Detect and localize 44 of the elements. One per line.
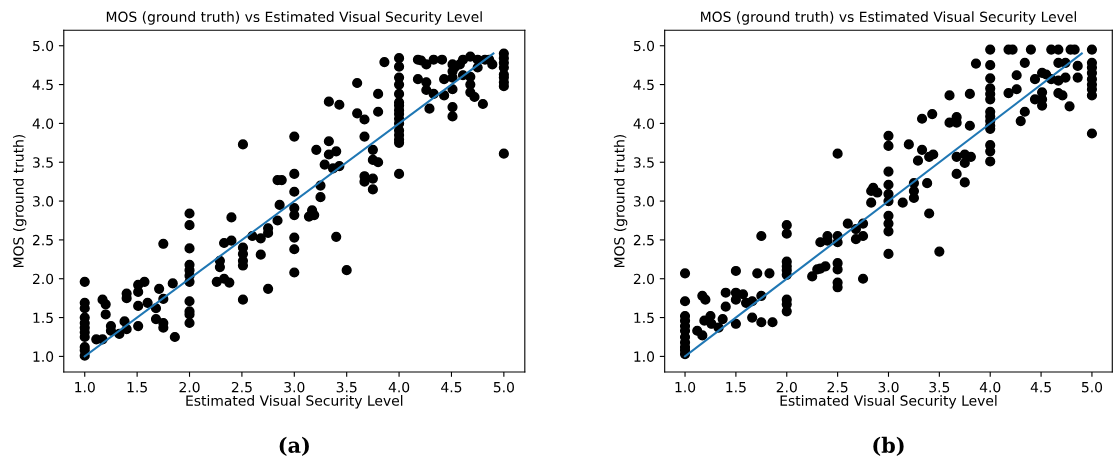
y-tick-label: 1.5 xyxy=(634,312,654,324)
x-tick-label: 4.5 xyxy=(441,382,462,393)
y-tick-label: 4.0 xyxy=(633,118,655,129)
x-tick-label: 4.5 xyxy=(1030,382,1051,393)
chart-title: MOS (ground truth) vs Estimated Visual Security Level xyxy=(106,11,482,25)
text: (a) xyxy=(279,436,309,456)
y-tick-label: 5.0 xyxy=(33,40,54,52)
x-tick-label: 5.0 xyxy=(1081,381,1103,393)
y-tick-label: 2.0 xyxy=(633,273,655,285)
y-tick-label: 2.0 xyxy=(32,273,54,285)
x-tick-label: 3.0 xyxy=(878,381,899,393)
x-tick-label: 4.0 xyxy=(388,381,410,393)
y-tick-label: 3.0 xyxy=(633,196,655,207)
y-axis-title: MOS (ground truth) xyxy=(613,134,628,268)
y-tick-label: 2.5 xyxy=(633,234,654,246)
y-tick-label: 4.5 xyxy=(32,79,53,91)
y-tick-label: 2.5 xyxy=(32,234,53,246)
x-tick-label: 2.0 xyxy=(179,381,200,393)
y-tick-label: 4.5 xyxy=(633,79,654,91)
y-tick-label: 1.0 xyxy=(33,351,54,362)
y-tick-label: 4.0 xyxy=(32,118,54,129)
x-tick-label: 2.5 xyxy=(231,381,252,393)
x-tick-label: 3.0 xyxy=(284,381,305,393)
y-axis-title: MOS (ground truth) xyxy=(12,134,27,268)
x-tick-label: 1.5 xyxy=(127,382,147,393)
x-tick-label: 3.5 xyxy=(929,381,950,393)
y-tick-label: 3.5 xyxy=(33,157,53,168)
y-tick-label: 1.0 xyxy=(634,351,655,362)
y-tick-label: 1.5 xyxy=(33,312,53,324)
x-tick-label: 1.0 xyxy=(75,381,95,393)
x-tick-label: 2.0 xyxy=(776,381,797,393)
x-tick-label: 4.0 xyxy=(979,381,1001,393)
text: (b) xyxy=(873,436,904,456)
chart-title: MOS (ground truth) vs Estimated Visual Security Level xyxy=(701,11,1076,25)
x-tick-label: 1.0 xyxy=(675,381,696,393)
x-axis-title: Estimated Visual Security Level xyxy=(780,395,997,409)
x-tick-label: 3.5 xyxy=(336,381,357,393)
x-axis-title: Estimated Visual Security Level xyxy=(186,395,403,409)
y-tick-label: 3.5 xyxy=(633,157,654,168)
x-tick-label: 2.5 xyxy=(827,381,848,393)
y-tick-label: 3.0 xyxy=(33,196,54,207)
x-tick-label: 5.0 xyxy=(493,381,514,393)
y-tick-label: 5.0 xyxy=(633,40,655,52)
x-tick-label: 1.5 xyxy=(726,382,746,393)
